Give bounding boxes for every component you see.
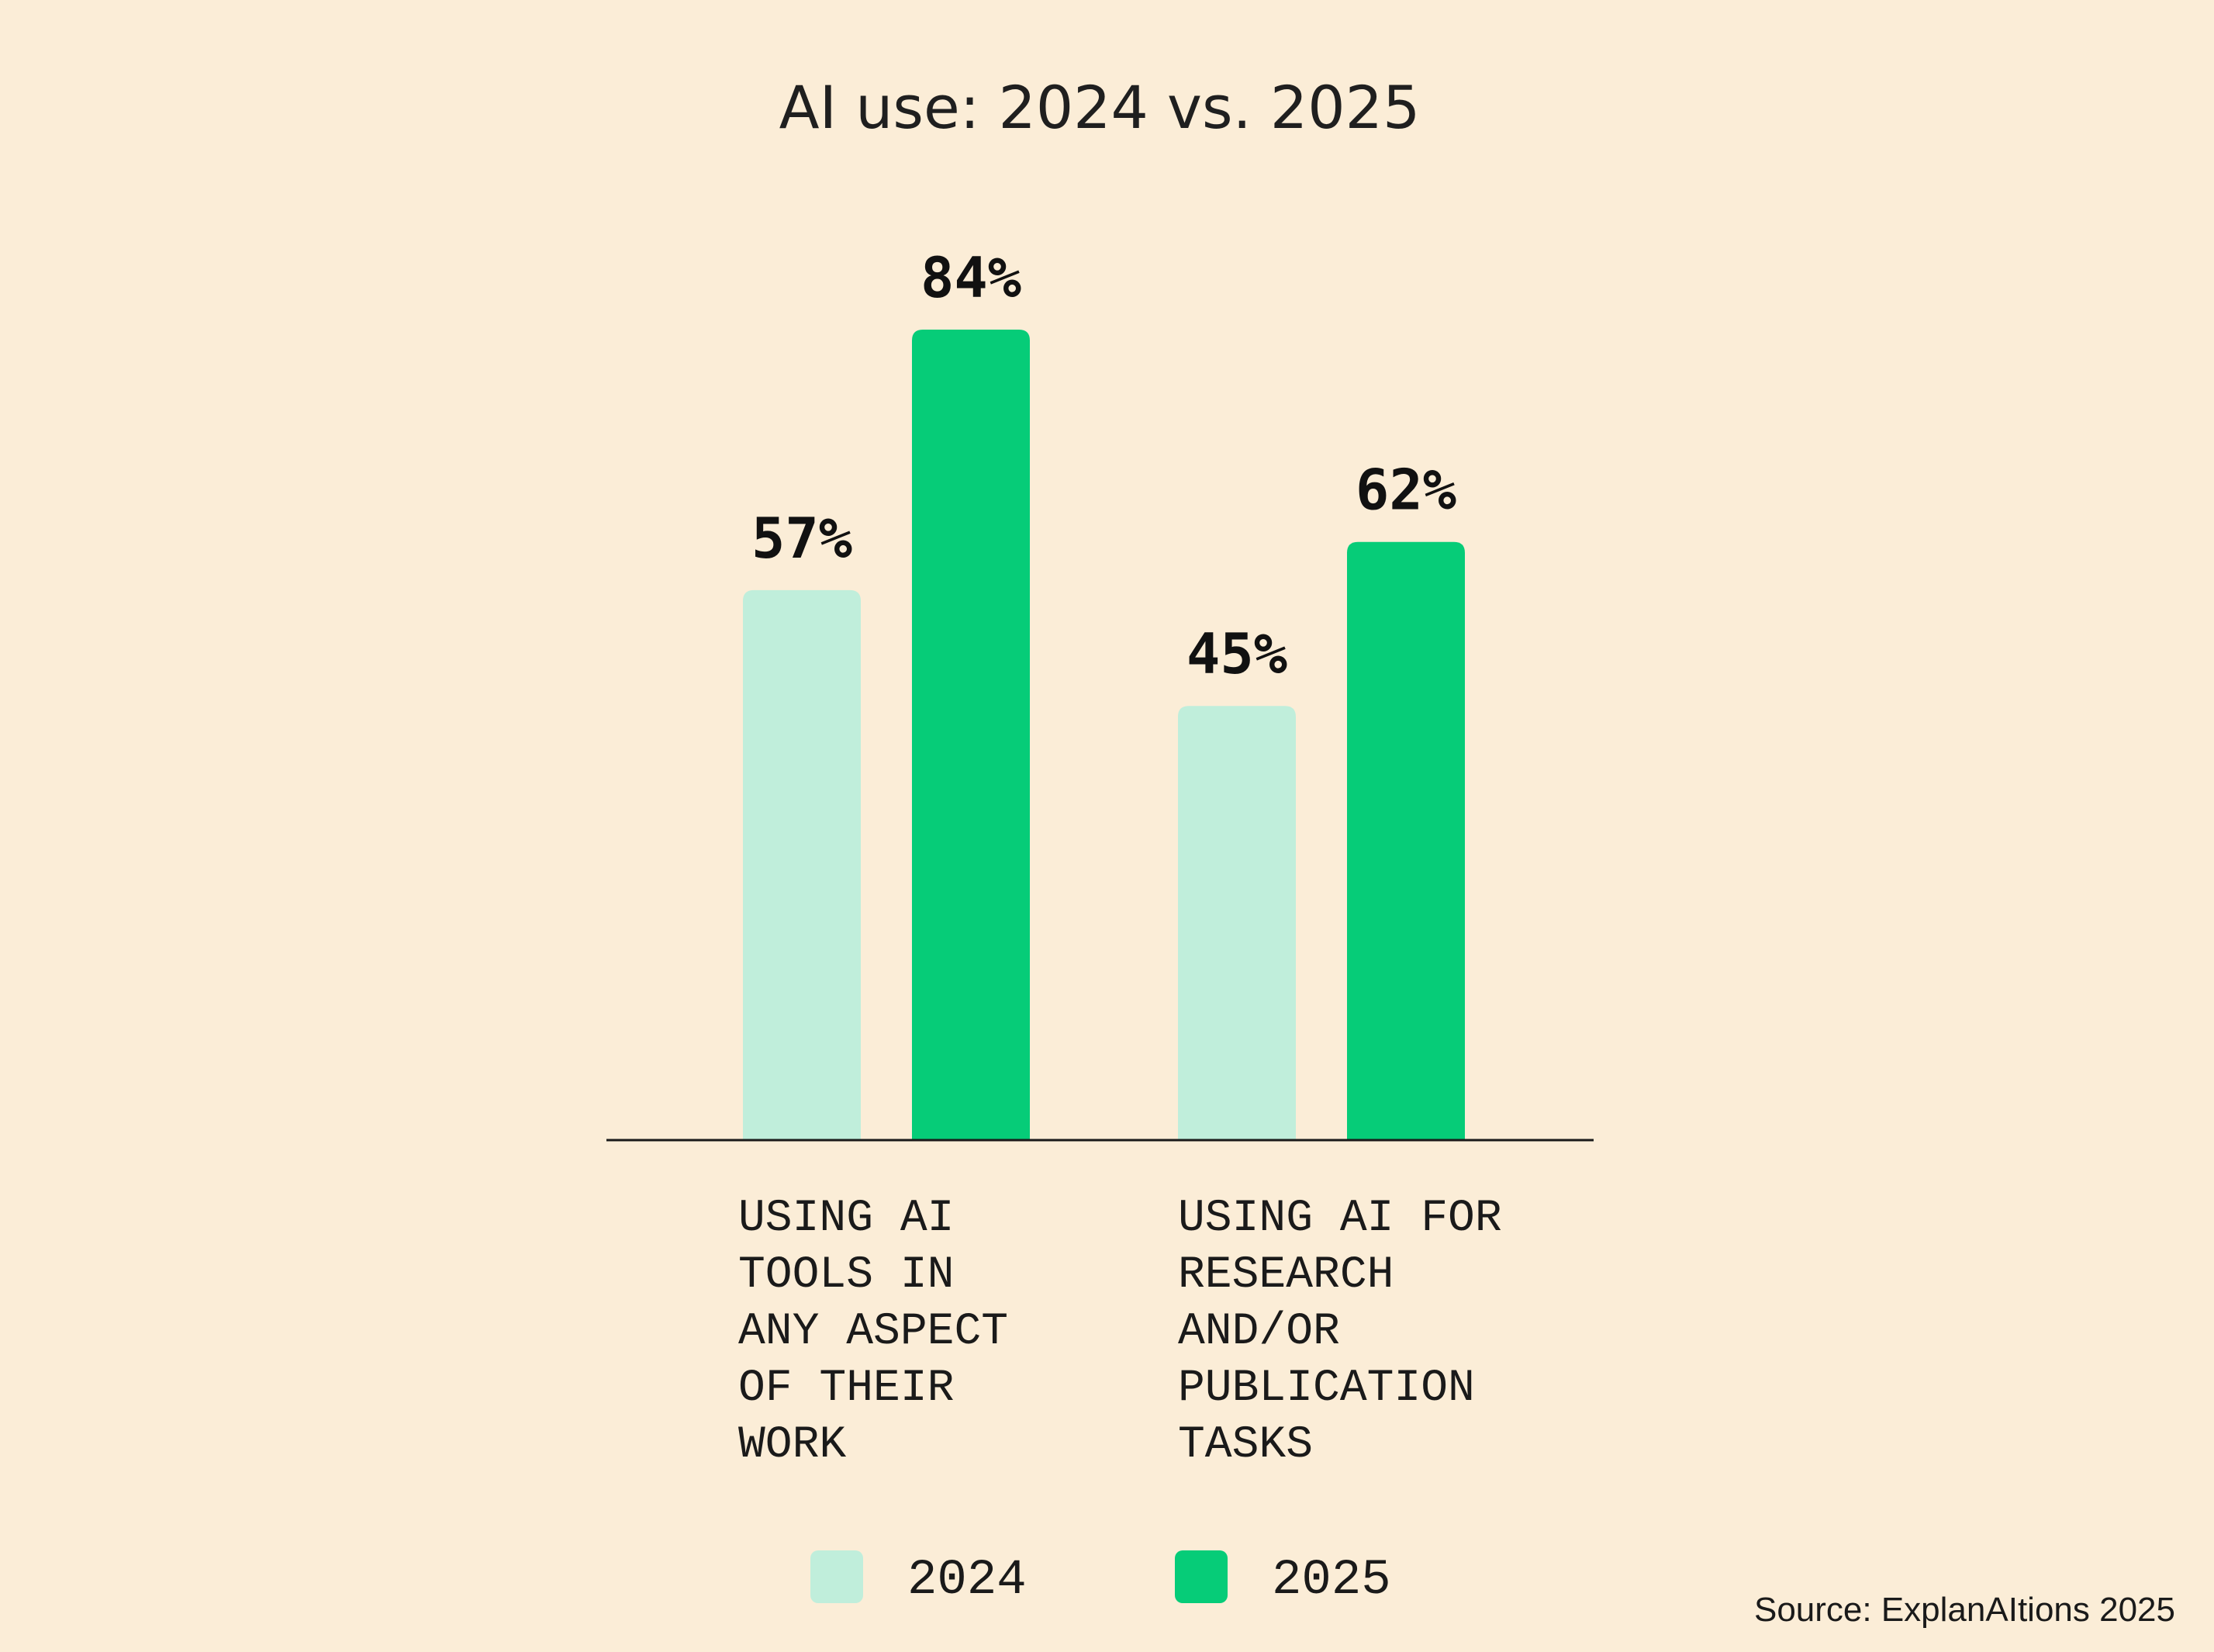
- bar-2024-category-1: [743, 589, 861, 1140]
- chart-title: AI use: 2024 vs. 2025: [779, 73, 1421, 142]
- category-label-2: USING AI FOR RESEARCH AND/OR PUBLICATION TAS…: [1178, 1194, 1502, 1471]
- bar-2024-category-2: [1178, 706, 1296, 1140]
- legend-label-2025: 2025: [1272, 1553, 1391, 1609]
- value-label-2025-category-2: 62%: [1356, 458, 1456, 523]
- category-label-1: USING AI TOOLS IN ANY ASPECT OF THEIR WORK: [738, 1194, 1008, 1471]
- value-label-2024-category-2: 45%: [1186, 621, 1287, 686]
- bars-layer: 57% 45% 84% 62%: [743, 245, 1465, 1140]
- value-label-2025-category-1: 84%: [920, 245, 1021, 310]
- legend: 2024 2025: [810, 1550, 1391, 1609]
- source-note: Source: ExplanAItions 2025: [1754, 1591, 2175, 1629]
- category-labels: USING AI TOOLS IN ANY ASPECT OF THEIR WORK US…: [738, 1194, 1502, 1471]
- legend-label-2024: 2024: [907, 1553, 1027, 1609]
- legend-swatch-2025: [1175, 1550, 1228, 1603]
- value-label-2024-category-1: 57%: [751, 506, 852, 571]
- bar-2025-category-1: [912, 330, 1030, 1140]
- bar-2025-category-2: [1347, 541, 1465, 1140]
- legend-swatch-2024: [810, 1550, 863, 1603]
